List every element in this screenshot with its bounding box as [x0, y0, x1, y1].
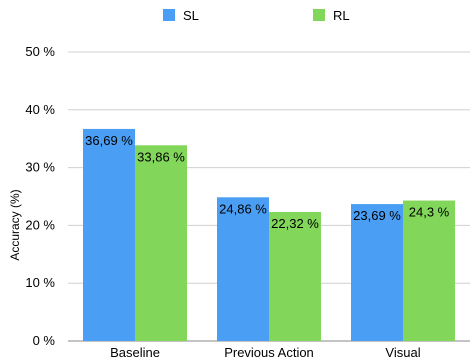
data-label: 22,32 %: [271, 216, 319, 231]
legend-swatch-rl: [313, 9, 325, 21]
bar-rl-baseline: [135, 145, 187, 341]
bar-sl-baseline: [83, 128, 135, 341]
y-tick-label: 20 %: [25, 217, 55, 232]
data-label: 24,3 %: [409, 205, 450, 220]
bar-sl-previous-action: [217, 197, 269, 341]
category-label: Previous Action: [224, 345, 314, 360]
data-labels: 36,69 % 33,86 % 24,86 % 22,32 % 23,69 % 24,3 …: [85, 133, 450, 231]
y-tick-labels: 0 % 10 % 20 % 30 % 40 % 50 %: [25, 44, 55, 348]
data-label: 36,69 %: [85, 133, 133, 148]
category-label: Visual: [385, 345, 420, 360]
category-labels: Baseline Previous Action Visual: [110, 345, 421, 360]
bar-sl-visual: [351, 204, 403, 341]
y-tick-label: 40 %: [25, 102, 55, 117]
data-label: 33,86 %: [137, 149, 185, 164]
category-label: Baseline: [110, 345, 160, 360]
data-label: 24,86 %: [219, 201, 267, 216]
legend-label-sl: SL: [183, 8, 199, 23]
legend-label-rl: RL: [333, 8, 350, 23]
y-tick-label: 50 %: [25, 44, 55, 59]
y-axis-label: Accuracy (%): [8, 189, 22, 260]
bar-rl-previous-action: [269, 211, 321, 341]
y-tick-label: 30 %: [25, 160, 55, 175]
y-tick-label: 0 %: [33, 333, 56, 348]
y-tick-label: 10 %: [25, 275, 55, 290]
legend: SL RL: [163, 8, 350, 23]
bars: [83, 128, 455, 341]
bar-rl-visual: [403, 200, 455, 341]
data-label: 23,69 %: [353, 208, 401, 223]
legend-swatch-sl: [163, 9, 175, 21]
